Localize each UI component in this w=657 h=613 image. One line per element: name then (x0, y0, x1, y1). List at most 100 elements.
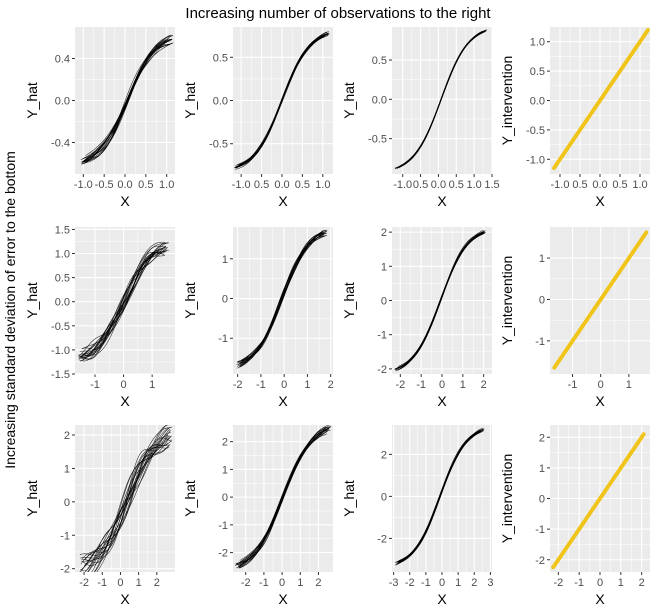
x-tick-label: 1 (460, 379, 466, 391)
x-tick-label: -2 (395, 379, 405, 391)
y-tick-label: -2 (535, 555, 545, 567)
fitted-curve (84, 426, 171, 572)
fitted-curve (237, 429, 330, 566)
fitted-curve (239, 229, 324, 367)
data-layer (395, 427, 485, 566)
x-tick-label: -2 (241, 577, 251, 589)
y-tick-label: 2 (64, 430, 70, 442)
fitted-curve (78, 250, 165, 356)
fitted-curve (91, 439, 173, 572)
fitted-curve (85, 39, 171, 156)
y-tick-label: 1.0 (530, 37, 545, 49)
x-tick-label: -1.0 (551, 179, 570, 191)
x-tick-label: 0 (281, 379, 287, 391)
y-tick-label: -1 (218, 520, 228, 532)
y-tick-label: -1 (535, 336, 545, 348)
x-tick-label: 0 (121, 379, 127, 391)
x-tick-label: -2 (405, 577, 415, 589)
y-tick-label: -1.0 (51, 345, 70, 357)
x-axis-title: X (437, 193, 447, 209)
y-tick-label: 0.4 (55, 54, 70, 66)
x-tick-label: 0.5 (612, 179, 627, 191)
data-layer (234, 31, 330, 170)
y-axis-title: Y_hat (182, 480, 198, 517)
data-layer (78, 241, 169, 362)
fitted-curve (79, 425, 170, 572)
y-tick-label: -2 (377, 533, 387, 545)
x-tick-label: -1 (416, 379, 426, 391)
x-axis-title: X (278, 591, 288, 607)
intervention-point (646, 28, 650, 32)
fitted-curve (81, 40, 170, 165)
x-axis-title: X (437, 393, 447, 409)
x-tick-label: 1 (149, 379, 155, 391)
x-tick-label: 2 (154, 577, 160, 589)
y-axis-title: Y_intervention (499, 454, 515, 544)
x-tick-label: -1.0 (74, 179, 93, 191)
x-tick-label: -1 (256, 379, 266, 391)
x-axis-title: X (278, 193, 288, 209)
y-axis-title: Y_intervention (499, 56, 515, 146)
data-layer (234, 425, 332, 569)
fitted-curve (80, 430, 171, 559)
x-tick-label: 1.5 (484, 179, 499, 191)
y-tick-label: 1 (539, 253, 545, 265)
fitted-curve (396, 30, 484, 169)
x-axis-title: X (120, 591, 130, 607)
y-tick-label: -1 (377, 330, 387, 342)
panel-r2-c3: -2 -1 0 1 2 -2 -1 0 1 2 X Y_hat (341, 227, 492, 409)
data-layer (394, 29, 487, 170)
x-tick-label: 1.0 (315, 179, 330, 191)
x-tick-label: -1 (90, 379, 100, 391)
x-tick-label: 0 (439, 577, 445, 589)
fitted-curve (235, 33, 326, 170)
y-tick-label: 0.5 (213, 52, 228, 64)
x-tick-label: 0 (439, 379, 445, 391)
y-tick-label: 0.5 (55, 273, 70, 285)
fitted-curve (79, 435, 172, 556)
x-axis-title: X (595, 393, 605, 409)
x-tick-label: 0.0 (431, 179, 446, 191)
panel-background (233, 227, 333, 374)
x-tick-label: 0.5 (572, 179, 587, 191)
y-tick-label: 0 (539, 294, 545, 306)
x-tick-label: 0.5 (138, 179, 153, 191)
panel-r1-c3: -1.0 0.5 0.0 0.5 1.0 1.5-0.50.00.5XY_hat (341, 27, 500, 209)
x-tick-label: -1.0 (393, 179, 412, 191)
y-tick-label: 1 (381, 261, 387, 273)
y-tick-label: -2 (60, 564, 70, 576)
figure-title: Increasing number of observations to the… (185, 5, 491, 22)
panel-r1-c2: -1.0 0.5 0.0 0.5 1.0-0.50.00.5XY_hat (182, 27, 333, 209)
x-tick-label: 0.0 (592, 179, 607, 191)
y-tick-label: 0 (222, 294, 228, 306)
y-tick-label: 0.0 (530, 96, 545, 108)
fitted-curve (237, 235, 327, 363)
y-tick-label: 0.0 (213, 96, 228, 108)
x-tick-label: 0.5 (413, 179, 428, 191)
y-tick-label: 0.0 (55, 96, 70, 108)
intervention-point (644, 230, 649, 235)
fitted-curve (236, 232, 327, 365)
y-axis-title: Y_intervention (499, 256, 515, 346)
x-tick-label: -3 (389, 577, 399, 589)
y-tick-label: -0.4 (51, 138, 70, 150)
x-tick-label: -1 (574, 577, 584, 589)
fitted-curve (236, 233, 327, 367)
x-tick-label: 1 (136, 577, 142, 589)
y-tick-label: -1.0 (526, 154, 545, 166)
data-layer (552, 230, 649, 370)
y-axis-title: Y_hat (341, 282, 357, 319)
x-tick-label: 0 (279, 577, 285, 589)
y-axis-title: Y_hat (182, 282, 198, 319)
x-axis-title: X (120, 393, 130, 409)
panel-r3-c4: -2 -1 0 1 2 -2 -1 0 1 2 X Y_intervention (499, 425, 650, 607)
row-label: Increasing standard deviation of error t… (2, 151, 18, 469)
x-tick-label: 2 (315, 577, 321, 589)
x-tick-label: 1 (626, 379, 632, 391)
fitted-curve (78, 246, 166, 357)
fitted-curve (235, 428, 330, 565)
x-tick-label: -2 (233, 379, 243, 391)
x-tick-label: -1 (421, 577, 431, 589)
